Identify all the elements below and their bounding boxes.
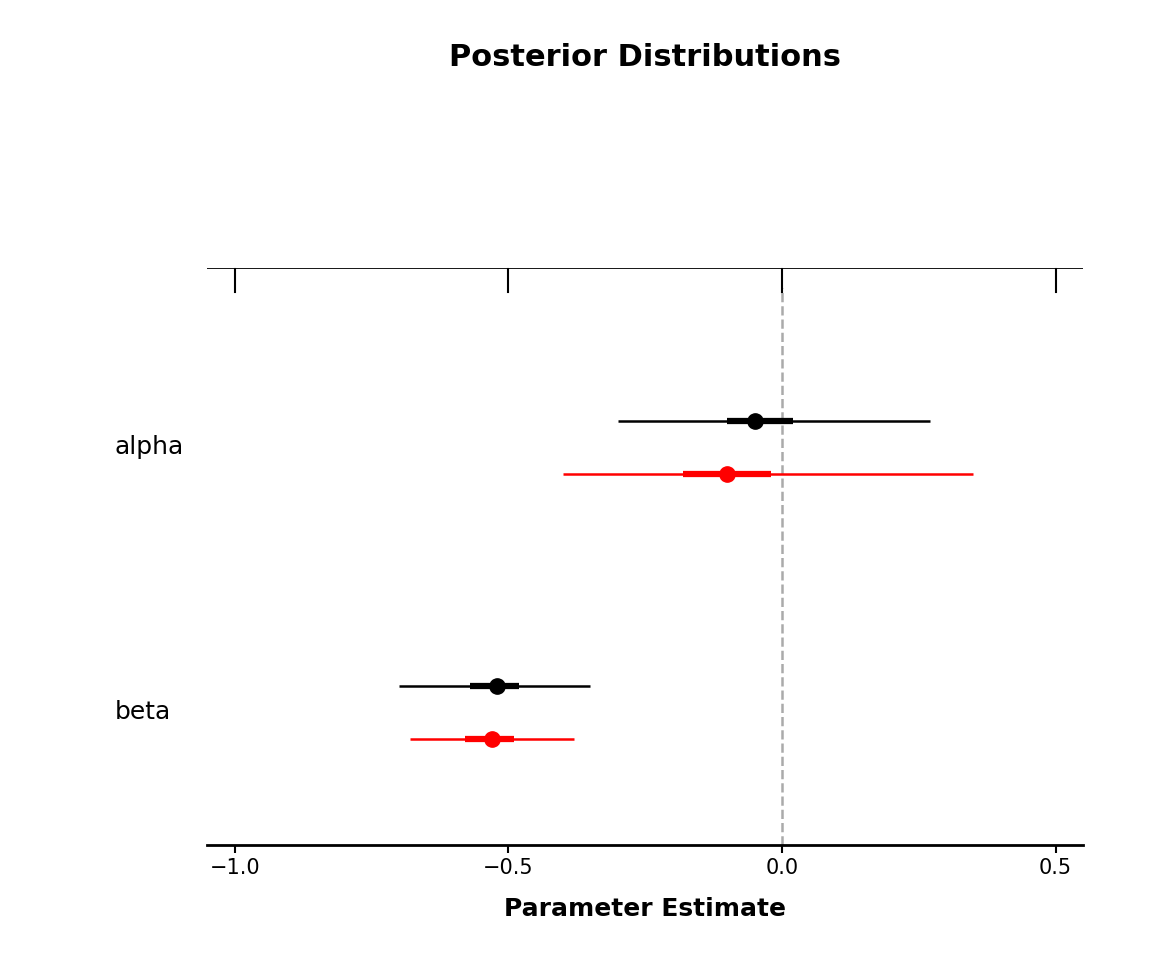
Text: beta: beta: [114, 700, 170, 724]
Text: alpha: alpha: [114, 435, 183, 459]
X-axis label: Parameter Estimate: Parameter Estimate: [505, 898, 786, 922]
Text: Posterior Distributions: Posterior Distributions: [449, 43, 841, 72]
